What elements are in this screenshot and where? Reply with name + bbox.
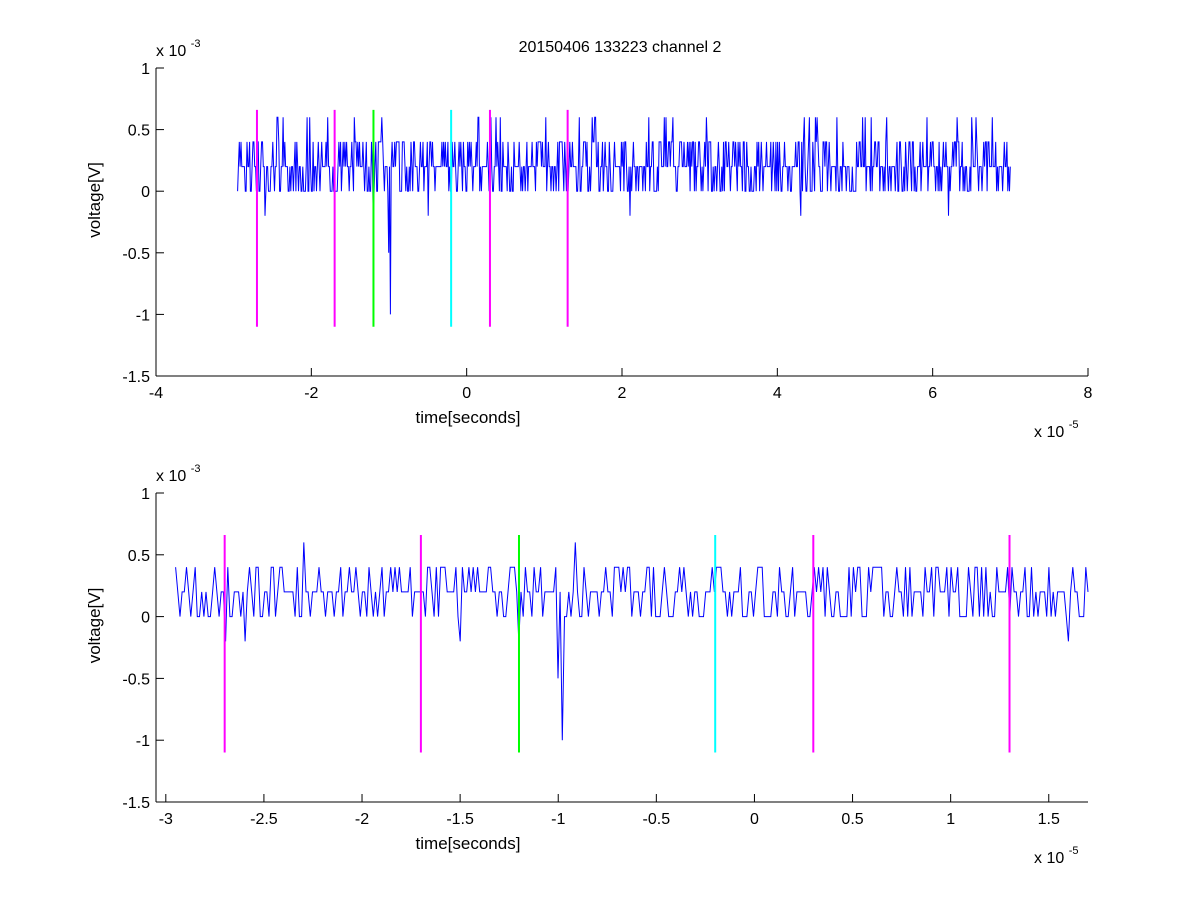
x-tick-label: -2.5 bbox=[250, 811, 278, 828]
y-tick-label: 0 bbox=[141, 610, 150, 627]
y-tick-label: 1 bbox=[141, 486, 150, 503]
figure-title: 20150406 133223 channel 2 bbox=[519, 39, 722, 56]
x-axis-label: time[seconds] bbox=[416, 408, 521, 427]
x-axis-label: time[seconds] bbox=[416, 834, 521, 853]
y-tick-label: -1.5 bbox=[122, 369, 150, 386]
x-tick-label: -3 bbox=[159, 811, 173, 828]
y-exponent: -3 bbox=[191, 463, 201, 475]
x-exponent-label: x 10 -5 bbox=[1034, 419, 1078, 441]
x-tick-label: 1 bbox=[946, 811, 955, 828]
y-axis-label: voltage[V] bbox=[85, 588, 104, 664]
x-tick-label: 2 bbox=[618, 385, 627, 402]
y-tick-label: 0.5 bbox=[128, 123, 150, 140]
x-tick-label: 1.5 bbox=[1038, 811, 1060, 828]
y-tick-label: 0.5 bbox=[128, 548, 150, 565]
y-tick-label: -1 bbox=[136, 733, 150, 750]
signal-series-line bbox=[237, 116, 1011, 315]
y-tick-label: 1 bbox=[141, 61, 150, 78]
y-exponent-label: x 10 -3 bbox=[156, 463, 200, 485]
x-tick-label: -2 bbox=[355, 811, 369, 828]
x-tick-label: 4 bbox=[773, 385, 782, 402]
y-tick-label: -1.5 bbox=[122, 795, 150, 812]
x-tick-label: 0 bbox=[750, 811, 759, 828]
y-tick-label: -0.5 bbox=[122, 671, 150, 688]
y-tick-label: 0 bbox=[141, 184, 150, 201]
y-tick-label: -0.5 bbox=[122, 246, 150, 263]
chart-2: -3 -2.5 -2 -1.5 -1 -0.5 0 0.5 1 1.5 -1.5 -1 -0.5 0 0.5… bbox=[85, 463, 1089, 867]
x-tick-label: 0.5 bbox=[841, 811, 863, 828]
y-exponent: -3 bbox=[191, 38, 201, 50]
x-tick-label: -1 bbox=[551, 811, 565, 828]
chart-1: -4 -2 0 2 4 6 8 -1.5 -1 -0.5 0 0.5 1 time[seconds] vol… bbox=[85, 38, 1093, 441]
signal-series-line bbox=[175, 542, 1089, 741]
x-tick-label: 0 bbox=[462, 385, 471, 402]
x-tick-label: -0.5 bbox=[643, 811, 671, 828]
x-tick-label: -1.5 bbox=[446, 811, 474, 828]
y-exponent-label: x 10 -3 bbox=[156, 38, 200, 60]
x-exponent-label: x 10 -5 bbox=[1034, 845, 1078, 867]
x-tick-label: -2 bbox=[304, 385, 318, 402]
x-tick-label: 6 bbox=[928, 385, 937, 402]
x-tick-label: -4 bbox=[149, 385, 163, 402]
plots: -4 -2 0 2 4 6 8 -1.5 -1 -0.5 0 0.5 1 time[seconds] vol… bbox=[85, 38, 1093, 867]
x-tick-label: 8 bbox=[1084, 385, 1093, 402]
y-axis-label: voltage[V] bbox=[85, 162, 104, 238]
y-tick-label: -1 bbox=[136, 307, 150, 324]
x-exponent: -5 bbox=[1069, 845, 1079, 857]
x-exponent: -5 bbox=[1069, 419, 1079, 431]
